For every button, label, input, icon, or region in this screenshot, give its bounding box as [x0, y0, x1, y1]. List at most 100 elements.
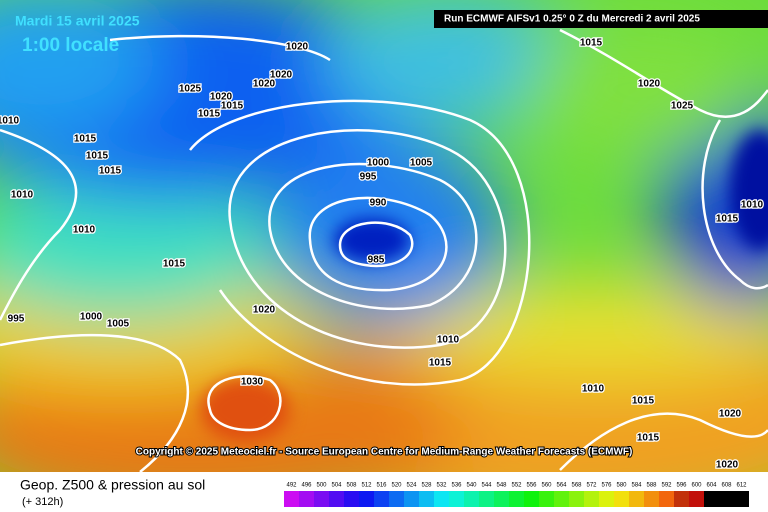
legend-label: 548: [496, 483, 507, 489]
legend-swatch: [419, 491, 434, 507]
isobar-label: 1020: [210, 92, 233, 103]
legend-label: 512: [361, 483, 372, 489]
legend-label: 500: [316, 483, 327, 489]
isobar-label: 995: [360, 172, 377, 183]
legend-swatch: [359, 491, 374, 507]
legend-swatch: [584, 491, 599, 507]
date: Mardi 15 avril 2025: [15, 13, 140, 29]
isobar-label: 1020: [716, 460, 739, 471]
legend-label: 536: [451, 483, 462, 489]
legend-swatch: [554, 491, 569, 507]
isobar-label: 1010: [0, 116, 20, 127]
isobar-label: 1010: [582, 384, 605, 395]
legend-label: 568: [571, 483, 582, 489]
lead-time: (+ 312h): [22, 496, 63, 508]
legend-swatch: [509, 491, 524, 507]
legend-label: 508: [346, 483, 357, 489]
legend-swatch: [314, 491, 329, 507]
isobar-label: 1030: [241, 377, 264, 388]
isobar-label: 1010: [11, 190, 34, 201]
legend-label: 532: [436, 483, 447, 489]
legend-swatch: [704, 491, 719, 507]
legend-swatch: [719, 491, 734, 507]
legend-label: 528: [421, 483, 432, 489]
legend-label: 580: [616, 483, 627, 489]
legend-label: 492: [286, 483, 297, 489]
legend-label: 504: [331, 483, 342, 489]
isobar-label: 1020: [286, 42, 309, 53]
legend-swatch: [464, 491, 479, 507]
legend-swatch: [389, 491, 404, 507]
legend-swatch: [644, 491, 659, 507]
isobar-label: 1015: [198, 109, 221, 120]
isobar-label: 1020: [638, 79, 661, 90]
legend-label: 524: [406, 483, 417, 489]
legend-label: 544: [481, 483, 492, 489]
legend-swatch: [329, 491, 344, 507]
legend-label: 604: [706, 483, 717, 489]
isobar-label: 1015: [99, 166, 122, 177]
isobar-label: 1010: [437, 335, 460, 346]
legend-label: 540: [466, 483, 477, 489]
isobar-label: 1015: [580, 38, 603, 49]
legend-label: 584: [631, 483, 642, 489]
isobar-label: 1015: [637, 433, 660, 444]
isobar-label: 1015: [716, 214, 739, 225]
legend-swatch: [599, 491, 614, 507]
run-info: Run ECMWF AIFSv1 0.25° 0 Z du Mercredi 2…: [444, 14, 700, 25]
legend-label: 600: [691, 483, 702, 489]
isobar-label: 1015: [163, 259, 186, 270]
legend-swatch: [524, 491, 539, 507]
isobar-labels: 1020101510201020102510201015101510101015…: [0, 36, 765, 472]
legend-swatch: [299, 491, 314, 507]
isobar-label: 1020: [253, 79, 276, 90]
isobar-label: 1025: [671, 101, 694, 112]
legend-label: 564: [556, 483, 567, 489]
legend-swatch: [734, 491, 749, 507]
isobar-label: 1015: [74, 134, 97, 145]
isobar-label: 1025: [179, 84, 202, 95]
isobar-label: 1020: [253, 305, 276, 316]
legend-label: 556: [526, 483, 537, 489]
legend-swatch: [344, 491, 359, 507]
legend-label: 576: [601, 483, 612, 489]
legend-label: 612: [736, 483, 747, 489]
legend-label: 596: [676, 483, 687, 489]
legend-swatch: [689, 491, 704, 507]
legend-label: 608: [721, 483, 732, 489]
legend-swatch: [569, 491, 584, 507]
isobar-label: 1020: [719, 409, 742, 420]
isobar-label: 990: [370, 198, 387, 209]
isobar-label: 1005: [410, 158, 433, 169]
legend-swatch: [629, 491, 644, 507]
isobar-label: 995: [8, 314, 25, 325]
legend-label: 496: [301, 483, 312, 489]
isobar-label: 1020: [270, 70, 293, 81]
legend-swatch: [434, 491, 449, 507]
isobar-label: 1010: [73, 225, 96, 236]
legend-label: 520: [391, 483, 402, 489]
legend-swatch: [374, 491, 389, 507]
run-banner: [434, 10, 768, 28]
legend-swatch: [659, 491, 674, 507]
isobar-label: 985: [368, 255, 385, 266]
legend-swatch: [284, 491, 299, 507]
legend-label: 572: [586, 483, 597, 489]
legend-swatch: [614, 491, 629, 507]
legend-label: 592: [661, 483, 672, 489]
legend-label: 560: [541, 483, 552, 489]
isobar-label: 1015: [221, 101, 244, 112]
isobar-label: 1000: [367, 158, 390, 169]
isobar-label: 1015: [632, 396, 655, 407]
isobar-label: 1015: [429, 358, 452, 369]
isobar-label: 1000: [80, 312, 103, 323]
legend-swatch: [494, 491, 509, 507]
legend-swatch: [479, 491, 494, 507]
legend-label: 516: [376, 483, 387, 489]
isobar-label: 1010: [741, 200, 764, 211]
legend-swatch: [674, 491, 689, 507]
legend-label: 552: [511, 483, 522, 489]
legend-label: 588: [646, 483, 657, 489]
